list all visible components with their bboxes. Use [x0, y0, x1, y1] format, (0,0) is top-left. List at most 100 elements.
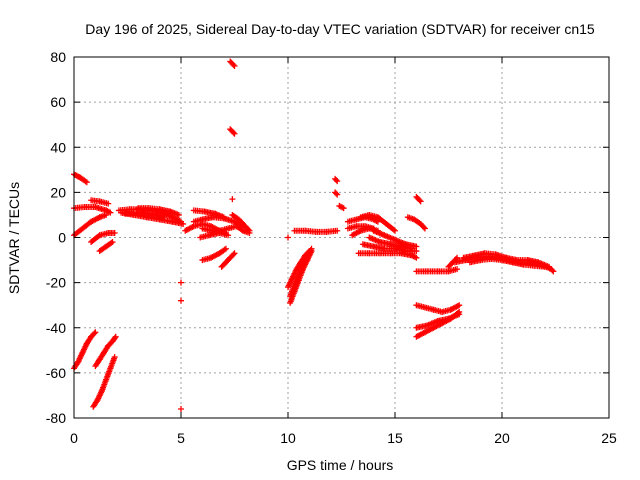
- series-c3: [178, 405, 184, 412]
- data-point: [231, 130, 238, 137]
- data-point: [416, 197, 423, 204]
- data-point: [175, 211, 182, 218]
- x-tick-label: 0: [70, 430, 78, 446]
- data-point: [306, 248, 313, 255]
- x-tick-label: 5: [177, 430, 185, 446]
- data-point: [229, 196, 236, 203]
- series-e3: [229, 196, 236, 203]
- data-point: [340, 205, 347, 212]
- data-point: [222, 245, 229, 252]
- data-point: [417, 198, 424, 205]
- y-tick-label: -80: [46, 410, 66, 426]
- series-i1: [355, 250, 420, 261]
- series-a4: [71, 211, 110, 239]
- series-g3: [336, 202, 347, 212]
- data-point: [452, 256, 459, 263]
- data-points: [71, 58, 557, 412]
- series-h3: [349, 225, 381, 239]
- grid: [74, 57, 609, 418]
- data-point: [454, 266, 461, 273]
- y-axis-label: SDTVAR / TECUs: [6, 182, 22, 294]
- data-point: [109, 239, 116, 246]
- data-point: [413, 254, 420, 261]
- data-point: [334, 178, 341, 185]
- data-point: [82, 178, 89, 185]
- x-tick-label: 25: [601, 430, 617, 446]
- series-g1: [332, 175, 341, 185]
- series-j1: [404, 214, 428, 232]
- axis-ticks: 0 5 10 15 20 25 -80 -60 -40 -20 0 20 40 60 80: [46, 49, 617, 446]
- series-i4: [370, 227, 420, 250]
- series-a3: [88, 197, 112, 207]
- series-f4: [291, 227, 341, 235]
- series-a2: [71, 204, 114, 216]
- y-tick-label: 60: [50, 94, 66, 110]
- series-h4: [357, 211, 398, 234]
- data-point: [231, 63, 238, 70]
- data-point: [333, 176, 340, 183]
- data-point: [225, 232, 232, 239]
- data-point: [231, 250, 238, 257]
- data-point: [246, 229, 253, 236]
- series-f2: [287, 245, 315, 300]
- series-f3: [285, 248, 313, 291]
- data-point: [221, 246, 228, 253]
- series-l3: [466, 255, 548, 270]
- series-f5: [285, 234, 291, 241]
- series-d9: [233, 223, 253, 236]
- data-point: [333, 190, 340, 197]
- data-point: [112, 333, 119, 340]
- data-point: [105, 200, 112, 207]
- data-point: [334, 227, 341, 234]
- series-b4: [122, 209, 167, 221]
- series-b3: [135, 205, 182, 218]
- series-l2: [460, 250, 553, 270]
- data-point: [92, 329, 99, 336]
- data-point: [103, 211, 110, 218]
- series-a6: [96, 239, 116, 255]
- data-point: [454, 254, 461, 261]
- data-point: [285, 234, 291, 241]
- data-point: [111, 229, 118, 236]
- series-i3: [366, 234, 416, 252]
- series-d7: [218, 250, 238, 270]
- data-point: [420, 224, 427, 231]
- series-e1: [227, 58, 238, 70]
- y-tick-label: -60: [46, 365, 66, 381]
- series-k2: [413, 302, 463, 315]
- x-axis-label: GPS time / hours: [287, 457, 394, 473]
- series-g2: [332, 189, 341, 198]
- data-point: [390, 226, 397, 233]
- data-point: [83, 179, 90, 186]
- data-point: [160, 214, 167, 221]
- series-l4: [445, 254, 461, 270]
- data-point: [107, 209, 114, 216]
- y-tick-label: 80: [50, 49, 66, 65]
- data-point: [334, 191, 341, 198]
- series-a5: [88, 229, 118, 246]
- data-point: [180, 220, 187, 227]
- data-point: [541, 263, 548, 270]
- data-point: [456, 302, 463, 309]
- data-point: [549, 267, 556, 274]
- data-point: [111, 334, 118, 341]
- data-point: [305, 249, 312, 256]
- x-tick-label: 15: [387, 430, 403, 446]
- y-tick-label: 40: [50, 139, 66, 155]
- series-a1: [71, 171, 90, 186]
- series-a9: [92, 333, 119, 370]
- series-i2: [359, 241, 420, 255]
- series-d6: [199, 245, 229, 264]
- y-tick-label: 0: [58, 230, 66, 246]
- data-point: [230, 61, 237, 68]
- chart-title: Day 196 of 2025, Sidereal Day-to-day VTE…: [85, 21, 595, 37]
- data-point: [178, 405, 184, 412]
- data-point: [230, 251, 237, 258]
- y-tick-label: 20: [50, 184, 66, 200]
- data-point: [456, 311, 463, 318]
- data-point: [111, 354, 118, 361]
- data-point: [91, 330, 98, 337]
- x-tick-label: 20: [494, 430, 510, 446]
- data-point: [550, 268, 557, 275]
